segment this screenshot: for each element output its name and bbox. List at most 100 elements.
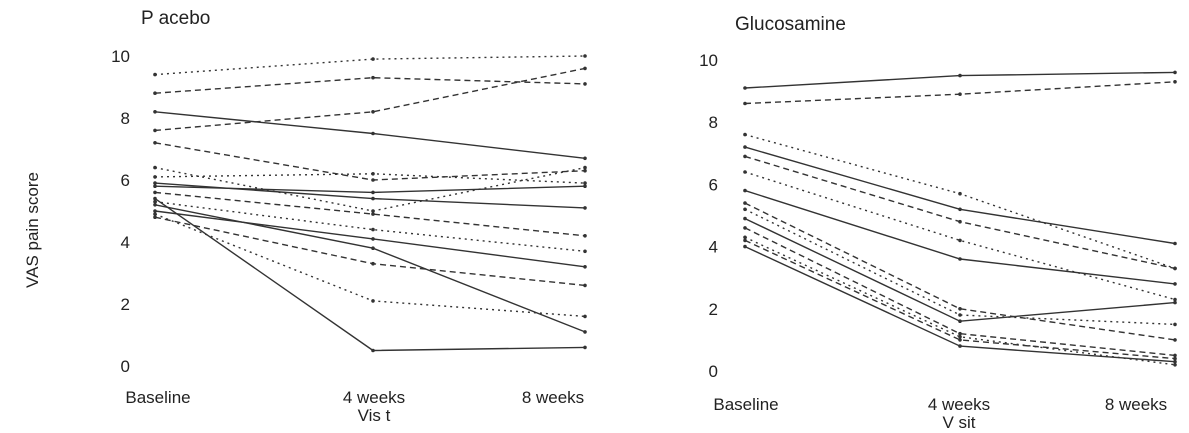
- glucosamine-point-4-1: [743, 145, 747, 149]
- glucosamine-series-line-9: [744, 208, 1176, 326]
- glucosamine-point-12-3: [1173, 363, 1177, 367]
- placebo-y-tick-10: 10: [111, 47, 130, 66]
- glucosamine-y-tick-6: 6: [709, 175, 718, 194]
- placebo-y-tick-0: 0: [121, 357, 130, 376]
- glucosamine-x-tick-4-weeks: 4 weeks: [928, 395, 990, 414]
- placebo-series-line-15: [154, 173, 586, 184]
- placebo-point-5-1: [153, 141, 157, 145]
- glucosamine-point-3-1: [743, 132, 747, 137]
- placebo-point-16-2: [371, 246, 375, 250]
- placebo-point-16-3: [583, 330, 587, 334]
- glucosamine-series-line-14: [744, 239, 1176, 360]
- placebo-series-line-3: [154, 55, 586, 76]
- placebo-point-15-1: [153, 175, 157, 179]
- placebo-x-tick-baseline: Baseline: [125, 388, 190, 407]
- placebo-point-12-1: [153, 212, 157, 216]
- placebo-point-15-3: [583, 181, 587, 185]
- placebo-series-line-8: [154, 191, 586, 237]
- placebo-point-1-2: [371, 190, 375, 195]
- placebo-point-3-3: [583, 54, 587, 58]
- glucosamine-series-line-5: [744, 155, 1176, 270]
- glucosamine-point-14-2: [958, 338, 962, 342]
- glucosamine-y-tick-4: 4: [709, 238, 718, 257]
- glucosamine-y-tick-10: 10: [699, 51, 718, 70]
- glucosamine-x-axis-label: V sit: [942, 413, 975, 432]
- placebo-series-line-11: [154, 216, 586, 287]
- placebo-series-line-7: [154, 182, 586, 209]
- glucosamine-y-tick-2: 2: [709, 300, 718, 319]
- placebo-y-tick-8: 8: [121, 109, 130, 128]
- placebo-point-6-1: [153, 165, 157, 170]
- placebo-point-7-2: [371, 196, 375, 201]
- glucosamine-series-line-12: [744, 236, 1176, 366]
- placebo-point-1-1: [153, 184, 157, 188]
- placebo-point-2-3: [583, 66, 587, 71]
- placebo-point-10-1: [153, 209, 157, 213]
- glucosamine-point-4-3: [1173, 241, 1177, 246]
- glucosamine-panel: Glucosamine 0 2 4 6 8 10 Baseline 4 weeks 8 w…: [699, 14, 1177, 432]
- placebo-point-11-2: [371, 261, 375, 266]
- placebo-series-line-10: [154, 210, 586, 268]
- glucosamine-series-line-3: [744, 133, 1176, 270]
- placebo-point-10-2: [371, 237, 375, 241]
- placebo-point-7-1: [153, 181, 157, 185]
- glucosamine-point-11-2: [958, 331, 962, 336]
- glucosamine-point-6-3: [1173, 297, 1177, 302]
- glucosamine-point-2-3: [1173, 80, 1177, 84]
- glucosamine-point-6-2: [958, 238, 962, 243]
- placebo-y-tick-6: 6: [121, 171, 130, 190]
- glucosamine-point-10-1: [743, 216, 747, 221]
- glucosamine-series-line-11: [744, 227, 1176, 357]
- placebo-point-2-1: [153, 128, 157, 133]
- placebo-point-13-1: [153, 196, 157, 201]
- glucosamine-x-tick-baseline: Baseline: [713, 395, 778, 414]
- glucosamine-point-4-2: [958, 207, 962, 212]
- glucosamine-point-5-2: [958, 219, 962, 224]
- placebo-x-tick-4-weeks: 4 weeks: [343, 388, 405, 407]
- placebo-point-3-1: [153, 72, 157, 77]
- placebo-y-ticks: 0 2 4 6 8 10: [111, 47, 130, 376]
- placebo-point-3-2: [371, 57, 375, 61]
- glucosamine-point-1-3: [1173, 70, 1177, 75]
- glucosamine-point-7-2: [958, 257, 962, 261]
- glucosamine-y-tick-8: 8: [709, 113, 718, 132]
- glucosamine-point-8-2: [958, 307, 962, 311]
- glucosamine-point-5-3: [1173, 266, 1177, 271]
- glucosamine-point-9-1: [743, 207, 747, 212]
- glucosamine-series-line-6: [744, 171, 1176, 301]
- placebo-series-lines: [153, 54, 587, 353]
- glucosamine-point-9-2: [958, 313, 962, 317]
- placebo-panel: P acebo 0 2 4 6 8 10 Baseline 4 weeks 8 weeks…: [111, 8, 587, 425]
- glucosamine-point-12-1: [743, 235, 747, 240]
- placebo-y-tick-4: 4: [121, 233, 130, 252]
- placebo-point-5-3: [583, 168, 587, 173]
- placebo-point-12-3: [583, 314, 587, 319]
- glucosamine-point-3-2: [958, 191, 962, 196]
- glucosamine-point-5-1: [743, 154, 747, 159]
- placebo-point-5-2: [371, 178, 375, 182]
- placebo-series-line-14: [154, 76, 586, 94]
- glucosamine-point-10-2: [958, 319, 962, 324]
- placebo-x-tick-8-weeks: 8 weeks: [522, 388, 584, 407]
- placebo-point-9-3: [583, 249, 587, 254]
- placebo-point-1-3: [583, 184, 587, 188]
- placebo-point-10-3: [583, 265, 587, 269]
- placebo-point-6-3: [583, 165, 587, 170]
- placebo-y-tick-2: 2: [121, 295, 130, 314]
- placebo-point-16-1: [153, 203, 157, 207]
- glucosamine-point-10-3: [1173, 300, 1177, 305]
- glucosamine-point-13-1: [743, 244, 747, 249]
- glucosamine-point-7-3: [1173, 282, 1177, 286]
- glucosamine-series-lines: [743, 70, 1177, 367]
- glucosamine-point-12-2: [958, 335, 962, 339]
- glucosamine-series-line-8: [744, 202, 1176, 341]
- placebo-series-line-2: [154, 67, 586, 132]
- glucosamine-point-11-3: [1173, 353, 1177, 358]
- placebo-series-line-9: [154, 201, 586, 252]
- glucosamine-point-14-3: [1173, 356, 1177, 361]
- glucosamine-point-2-1: [743, 101, 747, 106]
- placebo-point-2-2: [371, 110, 375, 114]
- placebo-point-13-2: [371, 348, 375, 353]
- glucosamine-point-9-3: [1173, 322, 1177, 327]
- glucosamine-point-13-2: [958, 344, 962, 348]
